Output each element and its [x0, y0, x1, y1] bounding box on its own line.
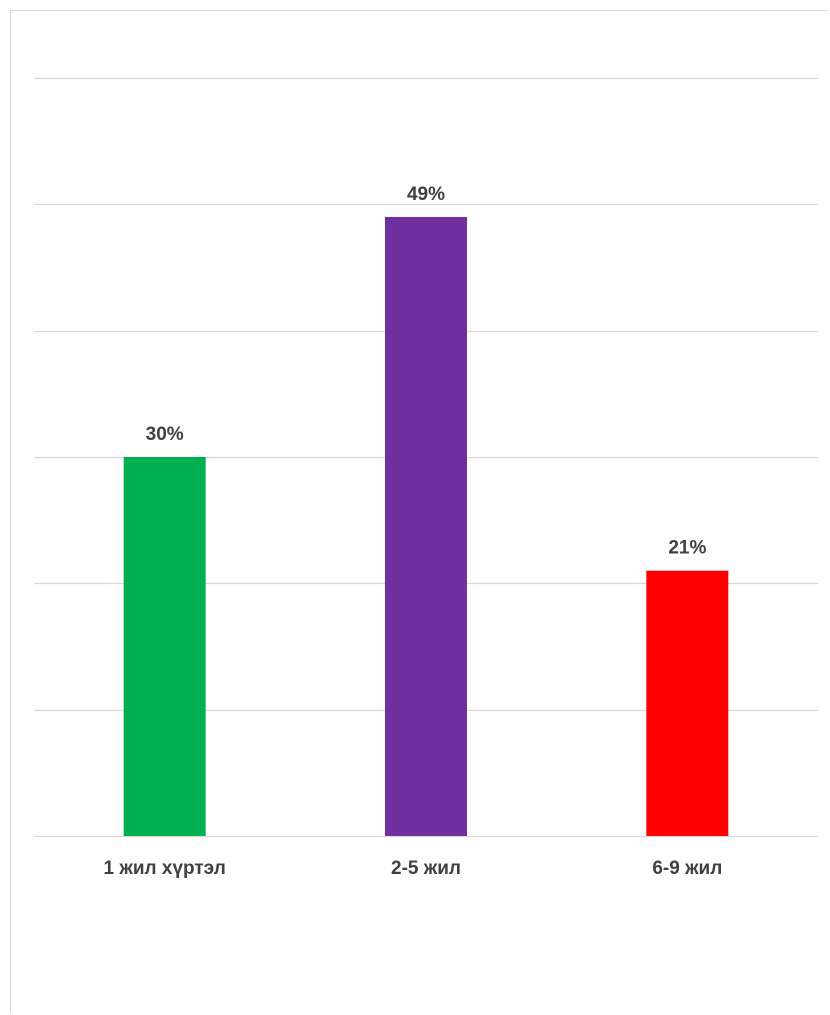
- x-tick-label-2: 2-5 жил: [391, 858, 461, 879]
- data-label-2: 49%: [407, 184, 445, 205]
- bars: [123, 216, 729, 836]
- bar-2: [385, 216, 467, 836]
- data-labels: 30% 49% 21%: [146, 184, 707, 559]
- chart-frame: [10, 10, 828, 1013]
- x-axis-ticks: 1 жил хүртэл 2-5 жил 6-9 жил: [104, 858, 723, 879]
- data-label-3: 21%: [668, 538, 706, 559]
- x-tick-label-1: 1 жил хүртэл: [104, 858, 226, 879]
- bar-3: [646, 570, 729, 836]
- bar-1: [123, 457, 206, 836]
- x-tick-label-3: 6-9 жил: [652, 858, 722, 879]
- data-label-1: 30%: [146, 424, 184, 445]
